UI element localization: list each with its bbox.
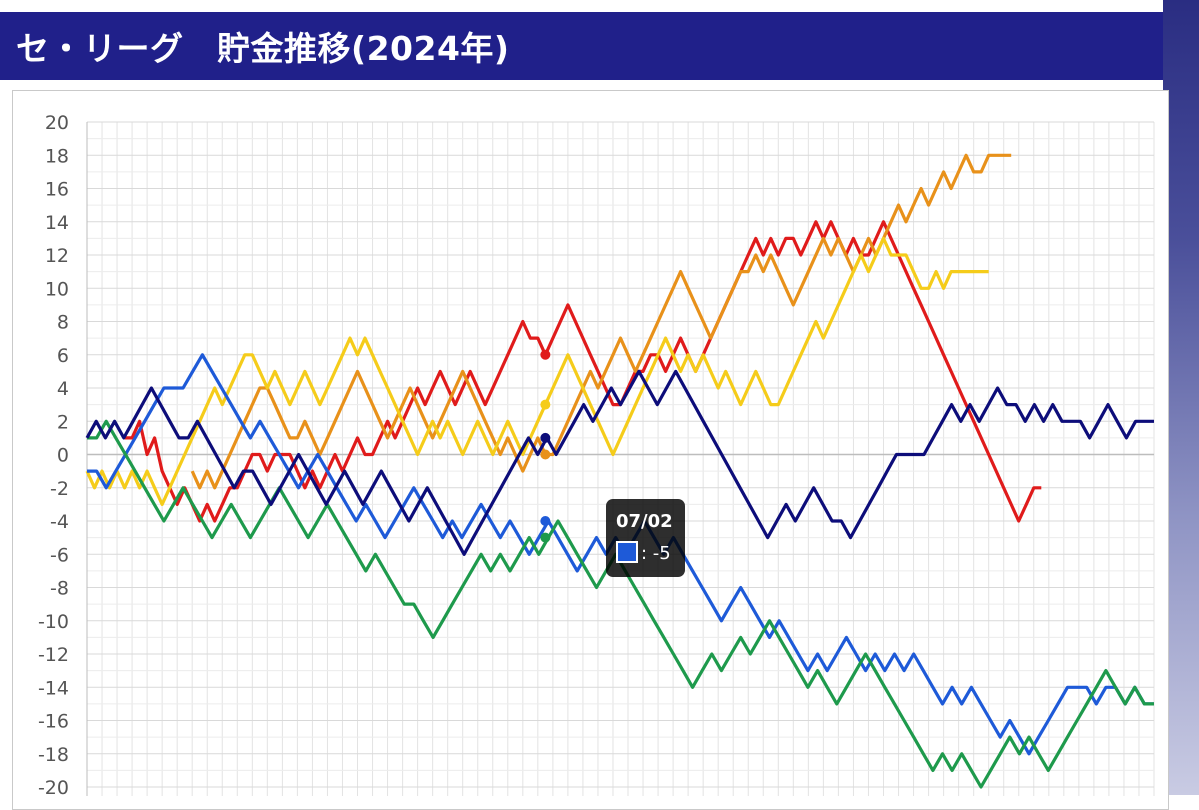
tooltip-date: 07/02	[616, 511, 673, 532]
hover-point-6	[540, 432, 551, 443]
y-tick-label: -12	[38, 644, 69, 666]
hover-point-3	[540, 399, 551, 410]
side-gradient-bar	[1163, 0, 1199, 795]
top-strip	[0, 0, 1199, 12]
y-tick-label: -8	[50, 578, 69, 600]
hover-point-1	[540, 349, 551, 360]
savings-line-chart: 20181614121086420-2-4-6-8-10-12-14-16-18…	[38, 112, 1155, 796]
y-tick-label: 10	[45, 278, 69, 300]
chart-frame: 20 18 16 14 12 10 8 6 4 2 0 -2 -4 -6 -8 -10 -12 -14 -16 -18…	[12, 90, 1169, 810]
hover-point-4	[540, 516, 551, 526]
y-tick-label: 12	[45, 245, 69, 267]
y-tick-label: -2	[50, 478, 69, 500]
series-line-3	[85, 236, 989, 506]
y-tick-label: 2	[57, 411, 69, 433]
y-tick-label: -14	[38, 677, 69, 699]
y-tick-label: 14	[45, 212, 69, 234]
y-tick-label: 0	[57, 445, 69, 467]
y-tick-label: -16	[38, 711, 69, 733]
series-line-6	[85, 369, 1154, 556]
page-title: セ・リーグ 貯金推移(2024年)	[16, 29, 510, 68]
y-tick-label: -18	[38, 744, 69, 766]
y-tick-label: 4	[57, 378, 69, 400]
series-line-2	[190, 153, 1012, 490]
y-tick-label: 18	[45, 145, 69, 167]
y-tick-label: 8	[57, 312, 69, 334]
y-tick-label: 20	[45, 112, 69, 134]
hover-point-2	[540, 449, 551, 460]
tooltip-value: : -5	[641, 543, 671, 564]
y-tick-label: -20	[38, 777, 69, 796]
y-tick-label: -10	[38, 611, 69, 633]
y-tick-label: -6	[50, 544, 69, 566]
chart-tooltip: 07/02 : -5	[606, 499, 685, 577]
tooltip-color-swatch	[616, 541, 638, 563]
title-bar: セ・リーグ 貯金推移(2024年)	[0, 12, 1163, 80]
y-tick-label: 6	[57, 345, 69, 367]
y-tick-label: -4	[50, 511, 69, 533]
hover-point-5	[540, 532, 551, 543]
series-line-1	[124, 220, 1042, 523]
y-tick-label: 16	[45, 179, 69, 201]
